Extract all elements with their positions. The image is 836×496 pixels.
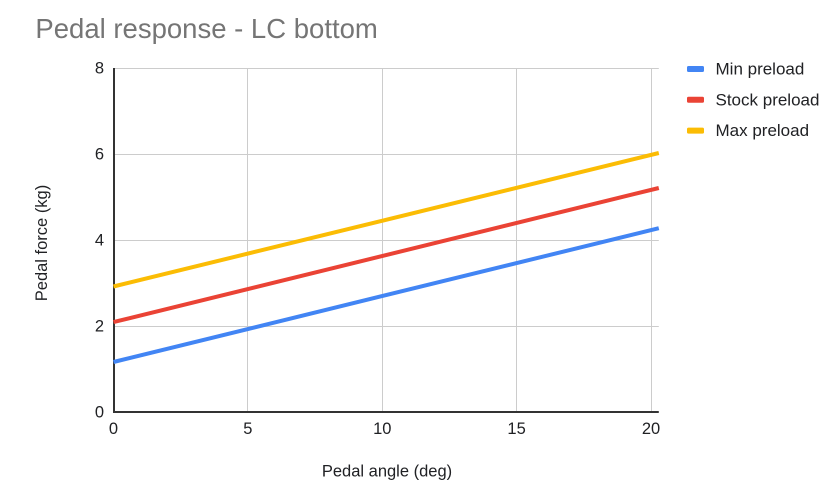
svg-text:4: 4	[95, 232, 104, 250]
svg-text:15: 15	[507, 420, 525, 438]
svg-text:0: 0	[109, 420, 118, 438]
svg-text:6: 6	[95, 146, 104, 164]
svg-text:Pedal angle (deg): Pedal angle (deg)	[322, 462, 452, 480]
svg-text:0: 0	[95, 404, 104, 422]
svg-text:Pedal force (kg): Pedal force (kg)	[33, 185, 51, 301]
svg-text:Min preload: Min preload	[716, 60, 805, 79]
svg-text:Stock preload: Stock preload	[716, 90, 820, 109]
svg-text:8: 8	[95, 60, 104, 78]
svg-text:2: 2	[95, 318, 104, 336]
svg-text:20: 20	[642, 420, 660, 438]
svg-text:10: 10	[373, 420, 391, 438]
svg-text:5: 5	[243, 420, 252, 438]
svg-text:Pedal response - LC bottom: Pedal response - LC bottom	[35, 13, 377, 44]
svg-text:Max preload: Max preload	[716, 121, 810, 140]
